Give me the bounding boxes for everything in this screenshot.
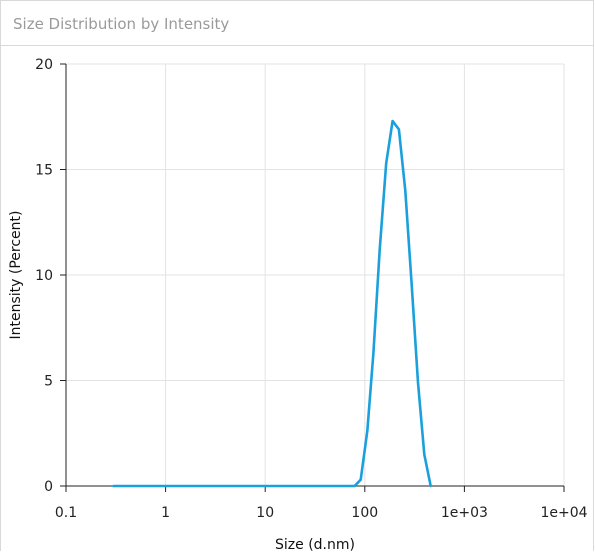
y-axis-title: Intensity (Percent) xyxy=(8,211,24,340)
x-tick-label: 1e+04 xyxy=(540,505,587,521)
x-tick-label: 10 xyxy=(256,505,274,521)
panel-title: Size Distribution by Intensity xyxy=(13,15,230,33)
series-line xyxy=(112,119,433,488)
y-tick-label: 15 xyxy=(35,163,53,179)
x-tick-label: 100 xyxy=(351,505,378,521)
panel-header: Size Distribution by Intensity xyxy=(1,1,593,46)
y-tick-label: 20 xyxy=(35,57,53,73)
series-layer xyxy=(112,119,433,488)
y-tick-label: 0 xyxy=(44,479,53,495)
y-tick-label: 10 xyxy=(35,268,53,284)
x-tick-label: 1e+03 xyxy=(441,505,488,521)
x-tick-label: 1 xyxy=(161,505,170,521)
ticks: 0.1 1 10 100 1e+03 1e+04 0 5 10 15 20 xyxy=(35,57,587,521)
y-tick-label: 5 xyxy=(44,374,53,390)
grid-lines xyxy=(66,63,565,486)
x-axis-title: Size (d.nm) xyxy=(275,537,355,552)
x-tick-label: 0.1 xyxy=(55,505,77,521)
